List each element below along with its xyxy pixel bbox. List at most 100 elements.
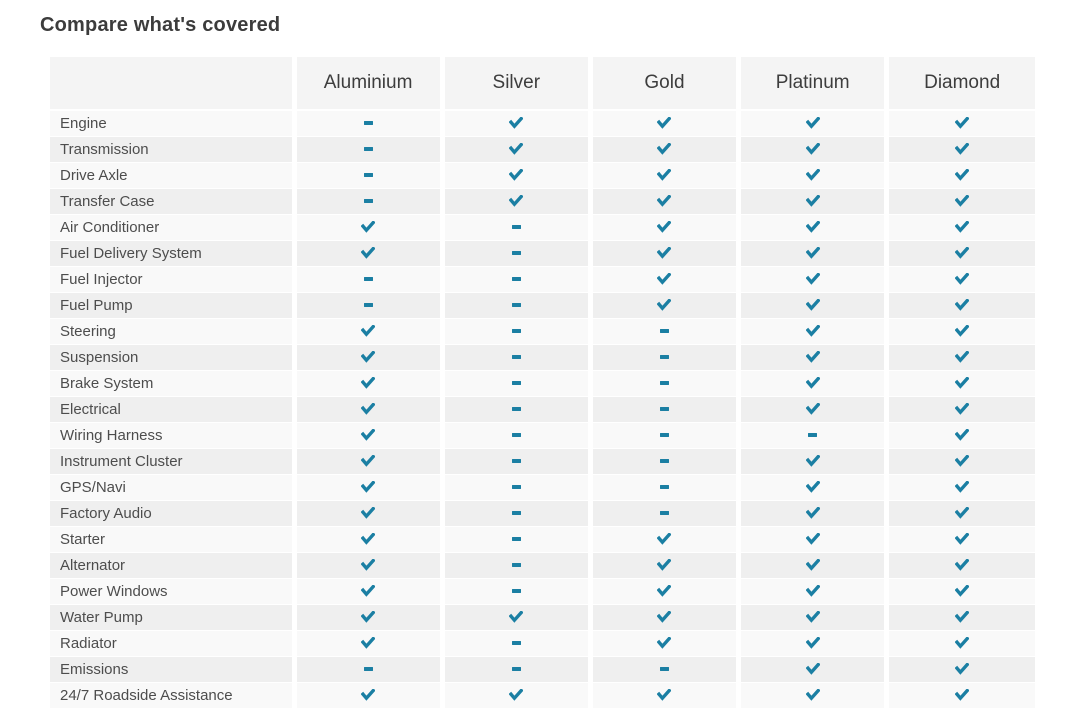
dash-icon [511,407,521,411]
covered-cell [884,162,1035,189]
check-icon [955,166,970,183]
check-icon [657,192,672,209]
check-icon [955,686,970,703]
check-icon [955,192,970,209]
check-icon [955,218,970,235]
table-row: GPS/Navi [50,474,1035,501]
covered-cell [736,656,887,683]
covered-cell [736,188,887,215]
check-icon [805,218,820,235]
check-icon [805,582,820,599]
covered-cell [587,266,739,293]
not-covered-cell [587,370,739,397]
check-icon [361,400,376,417]
table-row: Factory Audio [50,500,1035,527]
covered-cell [884,422,1035,449]
covered-cell [587,214,739,241]
covered-cell [884,240,1035,267]
check-icon [955,556,970,573]
check-icon [509,192,524,209]
table-row: Transmission [50,136,1035,163]
check-icon [657,114,672,131]
dash-icon [511,563,521,567]
covered-cell [587,682,739,709]
table-row: Suspension [50,344,1035,371]
feature-label: Wiring Harness [50,422,294,449]
feature-label: Emissions [50,656,294,683]
dash-icon [363,277,373,281]
covered-cell [291,214,443,241]
not-covered-cell [587,474,739,501]
table-row: Drive Axle [50,162,1035,189]
check-icon [955,504,970,521]
covered-cell [291,682,443,709]
dash-icon [511,329,521,333]
covered-cell [291,370,443,397]
covered-cell [587,630,739,657]
feature-label: Power Windows [50,578,294,605]
feature-label: Fuel Delivery System [50,240,294,267]
check-icon [955,114,970,131]
feature-label: Engine [50,110,294,137]
feature-label: Radiator [50,630,294,657]
check-icon [805,452,820,469]
not-covered-cell [736,422,887,449]
not-covered-cell [439,240,591,267]
table-row: Starter [50,526,1035,553]
check-icon [805,530,820,547]
covered-cell [291,396,443,423]
not-covered-cell [291,110,443,137]
table-row: Radiator [50,630,1035,657]
dash-icon [511,537,521,541]
not-covered-cell [291,136,443,163]
check-icon [805,296,820,313]
check-icon [509,166,524,183]
check-icon [955,270,970,287]
covered-cell [439,188,591,215]
covered-cell [291,578,443,605]
check-icon [955,660,970,677]
covered-cell [587,188,739,215]
check-icon [361,608,376,625]
check-icon [805,270,820,287]
feature-label: Steering [50,318,294,345]
dash-icon [363,121,373,125]
covered-cell [884,448,1035,475]
check-icon [657,218,672,235]
check-icon [657,582,672,599]
dash-icon [659,381,669,385]
covered-cell [884,396,1035,423]
check-icon [955,348,970,365]
covered-cell [736,604,887,631]
feature-label: 24/7 Roadside Assistance [50,682,294,709]
check-icon [955,608,970,625]
table-body: Engine Transmission Drive Axle Transfer Cas… [50,110,1035,709]
covered-cell [587,162,739,189]
covered-cell [884,188,1035,215]
dash-icon [511,589,521,593]
covered-cell [736,526,887,553]
not-covered-cell [439,292,591,319]
not-covered-cell [439,422,591,449]
check-icon [361,478,376,495]
dash-icon [511,511,521,515]
check-icon [955,244,970,261]
check-icon [509,140,524,157]
check-icon [955,582,970,599]
covered-cell [884,344,1035,371]
not-covered-cell [439,656,591,683]
feature-column-header [50,57,294,111]
not-covered-cell [587,422,739,449]
covered-cell [439,110,591,137]
check-icon [509,114,524,131]
covered-cell [439,682,591,709]
covered-cell [736,500,887,527]
covered-cell [439,136,591,163]
covered-cell [736,240,887,267]
check-icon [657,608,672,625]
not-covered-cell [587,318,739,345]
covered-cell [884,370,1035,397]
dash-icon [511,381,521,385]
not-covered-cell [439,552,591,579]
not-covered-cell [439,214,591,241]
